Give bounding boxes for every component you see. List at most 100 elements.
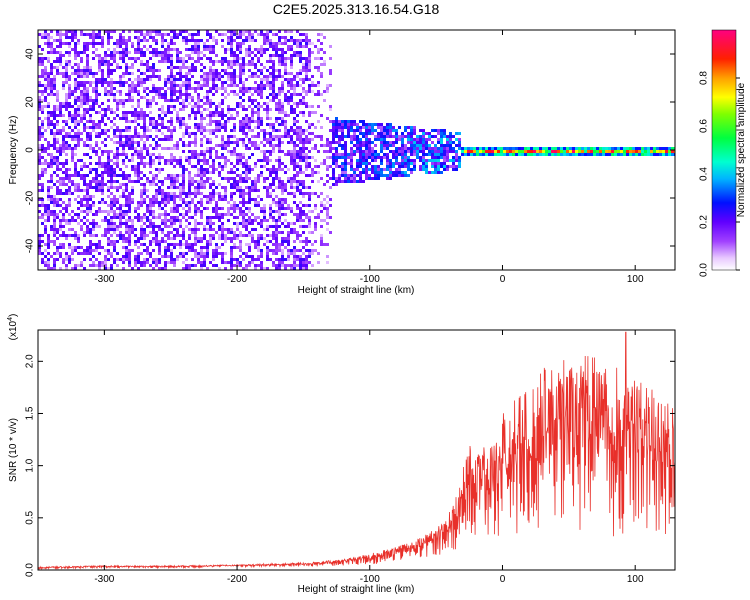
heatmap-cell bbox=[224, 165, 227, 168]
heatmap-cell bbox=[56, 69, 59, 72]
heatmap-cell bbox=[170, 210, 173, 213]
heatmap-cell bbox=[473, 153, 476, 156]
heatmap-cell bbox=[38, 162, 41, 165]
heatmap-cell bbox=[143, 258, 146, 261]
heatmap-cell bbox=[275, 78, 278, 81]
heatmap-cell bbox=[215, 150, 218, 153]
heatmap-cell bbox=[65, 147, 68, 150]
heatmap-cell bbox=[443, 153, 446, 156]
heatmap-cell bbox=[374, 168, 377, 171]
heatmap-cell bbox=[311, 174, 314, 177]
heatmap-cell bbox=[290, 105, 293, 108]
heatmap-cell bbox=[176, 54, 179, 57]
heatmap-cell bbox=[248, 30, 251, 33]
heatmap-cell bbox=[104, 30, 107, 33]
heatmap-cell bbox=[128, 159, 131, 162]
heatmap-cell bbox=[206, 222, 209, 225]
heatmap-cell bbox=[239, 126, 242, 129]
heatmap-cell bbox=[329, 198, 332, 201]
heatmap-cell bbox=[41, 126, 44, 129]
heatmap-cell bbox=[365, 159, 368, 162]
heatmap-cell bbox=[62, 141, 65, 144]
heatmap-cell bbox=[299, 189, 302, 192]
heatmap-cell bbox=[203, 156, 206, 159]
heatmap-cell bbox=[71, 258, 74, 261]
heatmap-cell bbox=[248, 39, 251, 42]
heatmap-cell bbox=[224, 198, 227, 201]
heatmap-cell bbox=[149, 171, 152, 174]
heatmap-cell bbox=[56, 216, 59, 219]
heatmap-cell bbox=[257, 135, 260, 138]
heatmap-cell bbox=[362, 180, 365, 183]
heatmap-cell bbox=[242, 63, 245, 66]
heatmap-cell bbox=[185, 99, 188, 102]
heatmap-cell bbox=[425, 132, 428, 135]
heatmap-cell bbox=[137, 252, 140, 255]
heatmap-cell bbox=[377, 165, 380, 168]
heatmap-cell bbox=[44, 171, 47, 174]
heatmap-cell bbox=[284, 201, 287, 204]
heatmap-cell bbox=[128, 237, 131, 240]
heatmap-cell bbox=[269, 84, 272, 87]
heatmap-cell bbox=[68, 126, 71, 129]
heatmap-cell bbox=[485, 147, 488, 150]
heatmap-cell bbox=[302, 138, 305, 141]
heatmap-cell bbox=[320, 162, 323, 165]
heatmap-cell bbox=[305, 186, 308, 189]
heatmap-cell bbox=[92, 72, 95, 75]
heatmap-cell bbox=[65, 234, 68, 237]
heatmap-cell bbox=[197, 96, 200, 99]
heatmap-cell bbox=[53, 135, 56, 138]
heatmap-cell bbox=[65, 177, 68, 180]
heatmap-cell bbox=[548, 153, 551, 156]
heatmap-cell bbox=[278, 99, 281, 102]
heatmap-cell bbox=[239, 207, 242, 210]
heatmap-cell bbox=[371, 156, 374, 159]
heatmap-cell bbox=[236, 159, 239, 162]
heatmap-cell bbox=[266, 111, 269, 114]
heatmap-cell bbox=[347, 123, 350, 126]
heatmap-cell bbox=[182, 234, 185, 237]
heatmap-cell bbox=[110, 30, 113, 33]
heatmap-cell bbox=[389, 126, 392, 129]
heatmap-cell bbox=[68, 147, 71, 150]
heatmap-cell bbox=[95, 141, 98, 144]
heatmap-cell bbox=[53, 144, 56, 147]
heatmap-cell bbox=[44, 42, 47, 45]
heatmap-cell bbox=[239, 33, 242, 36]
heatmap-cell bbox=[119, 57, 122, 60]
heatmap-cell bbox=[122, 159, 125, 162]
heatmap-cell bbox=[269, 192, 272, 195]
heatmap-cell bbox=[77, 174, 80, 177]
heatmap-cell bbox=[89, 69, 92, 72]
heatmap-cell bbox=[224, 33, 227, 36]
heatmap-cell bbox=[500, 147, 503, 150]
heatmap-cell bbox=[137, 51, 140, 54]
heatmap-cell bbox=[290, 249, 293, 252]
heatmap-cell bbox=[254, 141, 257, 144]
heatmap-cell bbox=[125, 111, 128, 114]
heatmap-cell bbox=[386, 162, 389, 165]
heatmap-cell bbox=[185, 132, 188, 135]
heatmap-cell bbox=[194, 126, 197, 129]
heatmap-cell bbox=[284, 237, 287, 240]
heatmap-cell bbox=[536, 147, 539, 150]
heatmap-cell bbox=[326, 201, 329, 204]
heatmap-cell bbox=[74, 120, 77, 123]
heatmap-cell bbox=[125, 165, 128, 168]
heatmap-cell bbox=[437, 132, 440, 135]
heatmap-cell bbox=[479, 150, 482, 153]
heatmap-cell bbox=[62, 231, 65, 234]
heatmap-cell bbox=[386, 147, 389, 150]
heatmap-cell bbox=[197, 105, 200, 108]
heatmap-cell bbox=[101, 57, 104, 60]
heatmap-cell bbox=[245, 171, 248, 174]
heatmap-cell bbox=[128, 201, 131, 204]
heatmap-cell bbox=[323, 207, 326, 210]
heatmap-cell bbox=[650, 153, 653, 156]
heatmap-cell bbox=[107, 171, 110, 174]
heatmap-cell bbox=[425, 171, 428, 174]
heatmap-cell bbox=[269, 207, 272, 210]
heatmap-cell bbox=[179, 90, 182, 93]
heatmap-cell bbox=[167, 231, 170, 234]
